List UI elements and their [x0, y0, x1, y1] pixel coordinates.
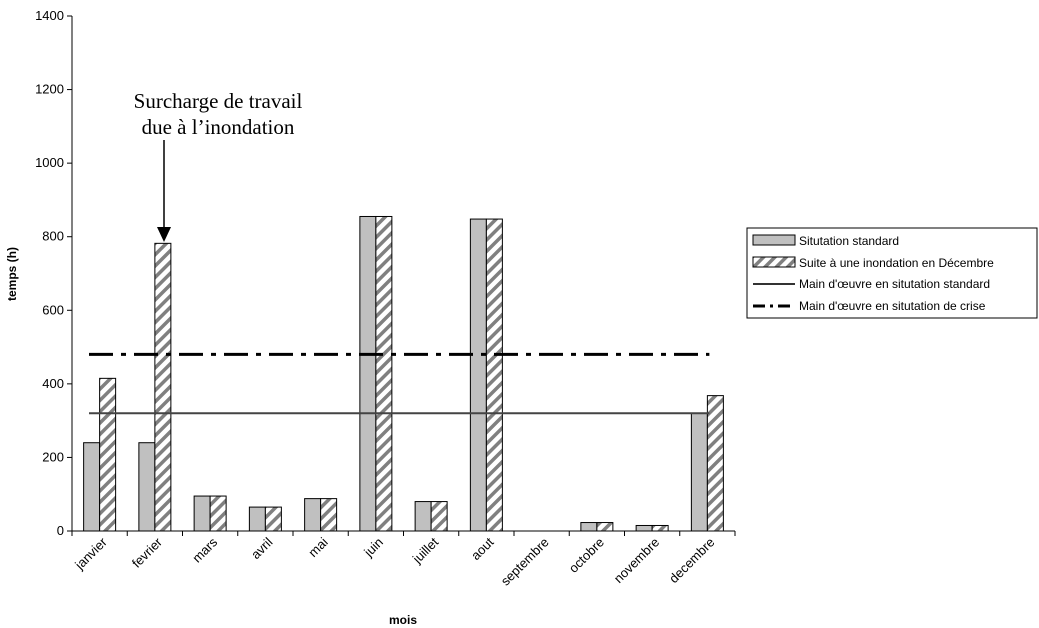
- bar-inondation: [99, 377, 117, 532]
- bar-standard: [690, 412, 708, 532]
- x-tick-label: janvier: [71, 534, 110, 573]
- x-tick-label: mai: [305, 534, 330, 559]
- bar-inondation: [706, 395, 724, 532]
- y-axis-title: temps (h): [5, 247, 19, 301]
- legend: Situtation standard Suite à une inondati…: [746, 227, 1038, 319]
- bar-standard: [414, 501, 432, 532]
- bar-inondation: [430, 501, 448, 532]
- annotation: Surcharge de travail due à l’inondation: [134, 89, 303, 242]
- legend-label-main-oeuvre-standard: Main d'œuvre en situtation standard: [799, 277, 990, 291]
- y-tick-label: 400: [42, 376, 64, 391]
- legend-swatch-inondation: [752, 256, 796, 268]
- x-tick-label: avril: [248, 534, 276, 562]
- bar-standard: [248, 506, 266, 532]
- y-tick-label: 0: [57, 523, 64, 538]
- legend-label-standard: Situtation standard: [799, 234, 899, 248]
- reference-lines-layer: [89, 352, 710, 415]
- bar-standard: [193, 495, 211, 532]
- x-tick-label: septembre: [498, 535, 552, 589]
- bar-inondation: [264, 506, 282, 532]
- y-tick-label: 1400: [35, 8, 64, 23]
- x-tick-label: juillet: [409, 534, 442, 567]
- x-tick-label: octobre: [566, 535, 607, 576]
- x-tick-label: decembre: [666, 535, 717, 586]
- legend-swatch-standard: [752, 234, 796, 246]
- bar-standard: [359, 215, 377, 532]
- y-tick-label: 1000: [35, 155, 64, 170]
- x-axis-title: mois: [389, 613, 417, 627]
- x-tick-label: fevrier: [129, 534, 166, 571]
- bar-standard: [635, 524, 653, 532]
- bar-standard: [469, 218, 487, 532]
- y-ticks: 0 200 400 600 800 1000 1200 1400: [35, 8, 72, 538]
- y-tick-label: 800: [42, 229, 64, 244]
- bar-inondation: [154, 242, 172, 532]
- bar-inondation: [651, 524, 669, 532]
- x-tick-label: juin: [360, 535, 386, 561]
- x-tick-label: novembre: [611, 535, 662, 586]
- bars-layer: [83, 215, 724, 532]
- bar-inondation: [596, 522, 614, 532]
- y-tick-label: 200: [42, 449, 64, 464]
- x-tick-label: aout: [468, 534, 497, 563]
- y-tick-label: 1200: [35, 82, 64, 97]
- x-ticks: janvier fevrier mars avril mai juin juillet aou…: [71, 531, 736, 589]
- bar-inondation: [209, 495, 227, 532]
- bar-standard: [304, 498, 322, 532]
- bar-standard: [83, 442, 101, 532]
- bar-standard: [580, 522, 598, 532]
- legend-label-inondation: Suite à une inondation en Décembre: [799, 256, 994, 270]
- annotation-line-2: due à l’inondation: [142, 115, 295, 139]
- y-tick-label: 600: [42, 302, 64, 317]
- legend-label-main-oeuvre-crise: Main d'œuvre en situtation de crise: [799, 299, 986, 313]
- annotation-arrow-head: [157, 227, 171, 242]
- bar-inondation: [320, 498, 338, 532]
- x-tick-label: mars: [189, 534, 220, 565]
- bar-standard: [138, 442, 156, 532]
- annotation-line-1: Surcharge de travail: [134, 89, 303, 113]
- bar-inondation: [485, 218, 503, 532]
- bar-inondation: [375, 215, 393, 532]
